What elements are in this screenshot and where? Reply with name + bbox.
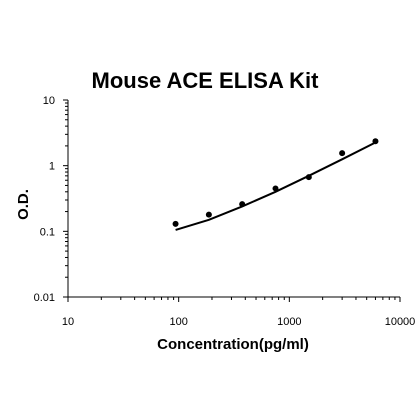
y-tick-label: 0.01 — [34, 292, 55, 304]
data-points — [172, 138, 379, 227]
x-axis-label: Concentration(pg/ml) — [157, 336, 309, 353]
y-tick-label: 1 — [49, 161, 55, 173]
x-ticks: 10 100 1000 10000 — [62, 297, 415, 328]
data-point — [372, 138, 379, 145]
chart-title: Mouse ACE ELISA Kit — [92, 68, 320, 93]
x-tick-label: 100 — [169, 316, 187, 328]
x-tick-label: 10000 — [385, 316, 416, 328]
data-point — [272, 185, 279, 192]
x-tick-label: 10 — [62, 316, 74, 328]
x-tick-label: 1000 — [277, 316, 301, 328]
y-ticks: 0.01 0.1 1 10 — [34, 95, 68, 304]
data-point — [339, 150, 346, 157]
fit-curve — [175, 141, 376, 231]
data-point — [205, 211, 212, 218]
y-tick-label: 0.1 — [40, 226, 55, 238]
axes: 0.01 0.1 1 10 10 100 1000 10000 — [34, 95, 416, 328]
data-point — [239, 201, 246, 208]
data-point — [172, 220, 179, 227]
data-point — [305, 174, 312, 181]
y-tick-label: 10 — [43, 95, 55, 107]
y-axis-label: O.D. — [15, 189, 32, 220]
